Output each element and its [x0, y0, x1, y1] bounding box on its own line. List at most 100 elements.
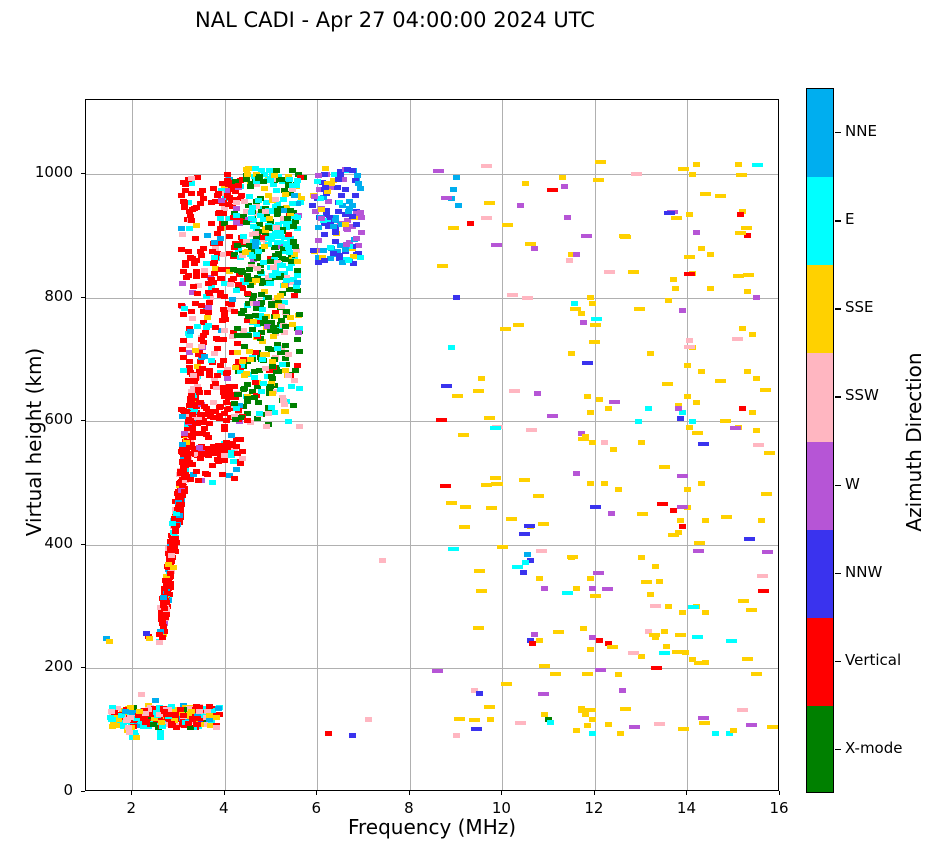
data-point	[227, 453, 235, 459]
data-point	[567, 555, 579, 560]
data-point	[339, 260, 347, 265]
data-point	[285, 232, 293, 238]
data-point	[320, 194, 328, 200]
x-tick-label: 16	[769, 799, 789, 817]
data-point	[198, 336, 206, 342]
data-point	[505, 517, 517, 522]
data-point	[297, 196, 305, 202]
data-point	[273, 201, 281, 207]
data-point	[246, 420, 254, 426]
data-point	[688, 604, 700, 609]
data-point	[315, 225, 323, 231]
data-point	[140, 707, 148, 713]
y-tick-label: 400	[44, 533, 73, 552]
data-point	[540, 585, 548, 591]
data-point	[247, 184, 255, 190]
data-point	[319, 247, 327, 253]
data-point	[277, 318, 285, 324]
data-point	[679, 610, 687, 616]
data-point	[241, 386, 249, 392]
data-point	[271, 309, 279, 315]
data-point	[172, 511, 180, 517]
data-point	[192, 269, 200, 275]
data-point	[702, 517, 710, 523]
data-point	[650, 665, 662, 670]
data-point	[739, 326, 747, 332]
data-point	[195, 349, 203, 355]
data-point	[283, 275, 291, 281]
data-point	[253, 234, 260, 240]
data-point	[586, 576, 594, 582]
colorbar-tick-mark	[835, 484, 841, 486]
data-point	[276, 229, 284, 235]
data-point	[346, 205, 354, 211]
data-point	[233, 200, 241, 206]
data-point	[294, 280, 302, 286]
data-point	[214, 230, 222, 236]
data-point	[582, 671, 594, 676]
data-point	[268, 272, 276, 278]
data-point	[565, 258, 573, 264]
data-point	[244, 393, 252, 399]
data-point	[194, 283, 202, 289]
data-point	[171, 706, 179, 712]
data-point	[160, 611, 168, 617]
data-point	[605, 406, 613, 412]
data-point	[659, 465, 671, 470]
data-point	[605, 721, 613, 727]
data-point	[318, 254, 326, 260]
data-point	[452, 732, 460, 738]
data-point	[693, 661, 705, 666]
data-point	[133, 715, 141, 721]
data-point	[293, 267, 301, 273]
x-tick-label: 4	[219, 799, 229, 817]
data-point	[179, 232, 187, 238]
data-point	[355, 242, 363, 248]
data-point	[254, 248, 262, 254]
data-point	[156, 629, 164, 635]
data-point	[491, 242, 503, 247]
data-point	[357, 215, 365, 221]
data-point	[229, 333, 237, 339]
data-point	[569, 307, 581, 312]
data-point	[182, 447, 190, 453]
data-point	[331, 217, 339, 223]
data-point	[168, 704, 176, 710]
data-point	[217, 369, 224, 375]
data-point	[572, 471, 580, 477]
data-point	[145, 706, 153, 712]
data-point	[697, 480, 705, 486]
data-point	[320, 171, 328, 177]
data-point	[296, 312, 303, 318]
data-point	[547, 720, 555, 726]
data-point	[339, 202, 347, 208]
data-point	[744, 289, 752, 295]
data-point	[607, 644, 619, 649]
data-point	[272, 329, 279, 335]
data-point	[579, 625, 587, 631]
data-point	[589, 323, 601, 328]
data-point	[291, 219, 299, 225]
data-point	[342, 225, 350, 231]
data-point	[216, 712, 224, 717]
data-point	[217, 293, 225, 299]
data-point	[637, 554, 645, 560]
data-point	[539, 663, 551, 668]
data-point	[165, 561, 173, 567]
data-point	[243, 398, 251, 404]
data-point	[594, 160, 606, 165]
data-point	[290, 403, 298, 409]
data-point	[227, 306, 235, 312]
data-point	[325, 214, 333, 220]
data-point	[315, 172, 322, 178]
data-point	[126, 730, 134, 736]
data-point	[205, 323, 213, 329]
data-point	[674, 403, 682, 409]
data-point	[231, 196, 239, 202]
data-point	[222, 440, 230, 446]
data-point	[258, 279, 266, 285]
data-point	[186, 725, 194, 731]
data-point	[242, 209, 250, 215]
data-point	[526, 557, 534, 563]
data-point	[524, 524, 536, 529]
